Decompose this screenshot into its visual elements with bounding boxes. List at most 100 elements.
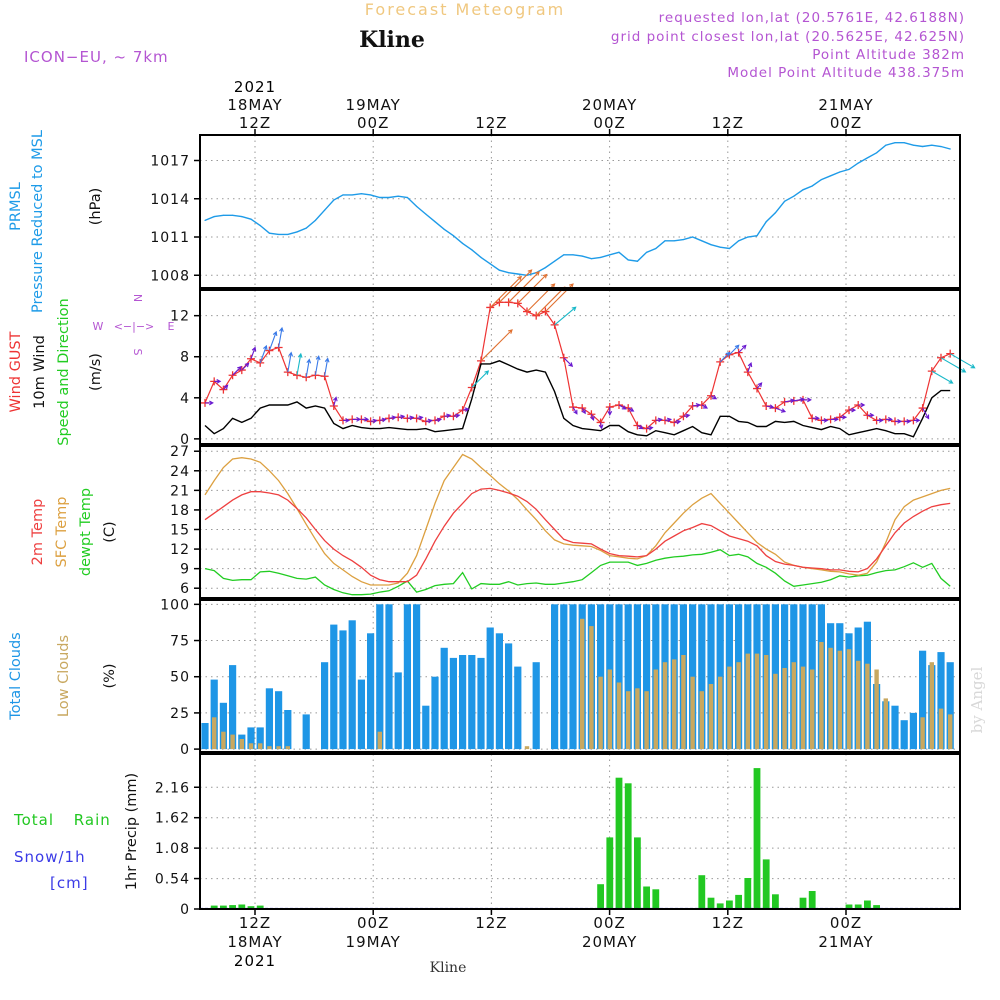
total-cloud-bar	[919, 650, 927, 750]
low-cloud-bar	[938, 708, 944, 750]
y-tick-label: 6	[180, 581, 190, 597]
rain-bar	[624, 783, 632, 909]
temp-ylabel: 2m Temp	[30, 499, 46, 566]
rain-bar	[799, 897, 807, 909]
low-cloud-bar	[699, 691, 704, 750]
bottom-time-axis: 2021 12Z 00Z 12Z 00Z 12Z 00Z 18MAY 19MAY 20MAY 21…	[227, 909, 873, 970]
low-cloud-bar	[948, 714, 953, 750]
wind-arrow	[803, 397, 812, 403]
wind-arrow	[453, 413, 461, 419]
pressure-point	[379, 196, 381, 199]
pressure-point	[222, 214, 224, 216]
pressure-point	[406, 196, 408, 199]
low-cloud-bar	[267, 746, 272, 750]
compass-center: <−|−>	[114, 320, 155, 333]
bottom-date-label: 21MAY	[818, 933, 873, 951]
y-tick-label: 0	[180, 742, 190, 758]
wind-arrow	[922, 407, 930, 420]
y-tick-label: 0	[180, 902, 190, 918]
low-cloud-bar	[681, 655, 686, 750]
chart-title: Kline	[359, 27, 425, 53]
rain-bar	[220, 905, 227, 909]
total-cloud-bar	[643, 604, 651, 750]
total-cloud-bar	[468, 655, 476, 750]
pressure-point	[922, 145, 924, 148]
total-rain-label: Total Rain	[13, 811, 111, 829]
low-cloud-bar	[865, 663, 870, 750]
pressure-point	[462, 242, 464, 244]
wind-arrow	[849, 407, 857, 413]
y-tick-label: 1008	[150, 268, 190, 284]
low-cloud-bar	[524, 746, 530, 750]
pressure-point	[517, 273, 519, 275]
y-tick-label: 100	[160, 597, 190, 613]
total-cloud-bar	[422, 705, 430, 750]
gust-marker	[937, 353, 945, 362]
top-date-label: 18MAY	[227, 96, 282, 114]
total-cloud-bar	[514, 666, 522, 750]
pressure-point	[802, 189, 804, 191]
low-cloud-bar	[773, 673, 778, 750]
bottom-hour-label: 00Z	[357, 914, 389, 932]
gust-marker	[550, 320, 559, 329]
pressure-point	[572, 254, 574, 256]
rain-bar	[735, 894, 742, 909]
rain-bar	[772, 894, 779, 909]
pressure-point	[719, 246, 721, 248]
pressure-point	[305, 227, 307, 229]
pressure-point	[655, 247, 657, 250]
wind-ylabel: Speed and Direction	[56, 298, 72, 445]
total-cloud-bar	[449, 657, 457, 750]
pressure-point	[287, 233, 289, 236]
rain-bar	[256, 905, 264, 909]
cloud-ylabel: (%)	[102, 663, 118, 688]
top-time-axis: 2021 12Z 00Z 12Z 00Z 12Z 00Z 18MAY 19MAY 20MAY 21…	[227, 78, 873, 135]
low-cloud-bar	[929, 662, 934, 750]
low-cloud-bar	[754, 653, 760, 750]
gust-marker	[559, 353, 568, 362]
total-cloud-bar	[716, 604, 724, 750]
wind-arrow	[793, 397, 805, 403]
low-cloud-bar	[644, 691, 649, 750]
total-cloud-bar	[302, 714, 310, 750]
y-tick-label: 1011	[150, 230, 190, 246]
pressure-point	[333, 199, 335, 201]
y-tick-label: 0	[180, 432, 190, 448]
rain-bar	[864, 900, 871, 909]
total-cloud-bar	[210, 679, 218, 750]
y-tick-label: 21	[170, 483, 190, 499]
wind-arrow	[729, 344, 740, 356]
low-cloud-bar	[598, 676, 603, 750]
y-tick-label: 2.16	[155, 780, 190, 796]
wind-arrow	[499, 269, 533, 303]
total-cloud-bar	[477, 657, 485, 750]
pressure-point	[416, 205, 418, 207]
total-cloud-bar	[946, 662, 954, 750]
pressure-point	[912, 144, 915, 146]
wind-arrow	[223, 384, 229, 390]
gust-marker	[504, 298, 513, 307]
wind-arrow	[379, 417, 387, 423]
wind-arrow	[664, 417, 673, 423]
total-cloud-bar	[247, 727, 255, 750]
rain-bar	[615, 777, 623, 909]
pressure-point	[618, 251, 620, 253]
y-tick-label: 1014	[150, 192, 190, 208]
wind-arrow	[876, 418, 884, 423]
wind-arrow	[949, 353, 976, 369]
compass-west: W	[93, 320, 104, 333]
wind-arrow	[756, 382, 763, 389]
low-cloud-bar	[764, 655, 769, 750]
wind-arrow	[388, 415, 397, 421]
pressure-point	[784, 200, 786, 202]
low-cloud-bar	[690, 676, 695, 750]
pressure-point	[848, 168, 850, 171]
pressure-point	[600, 256, 602, 258]
panel-frame	[199, 289, 961, 445]
rain-bar	[845, 904, 853, 909]
low-cloud-bar	[810, 669, 815, 750]
wind-arrow	[370, 418, 378, 424]
wind-arrow	[398, 414, 406, 420]
total-cloud-bar	[900, 720, 908, 750]
